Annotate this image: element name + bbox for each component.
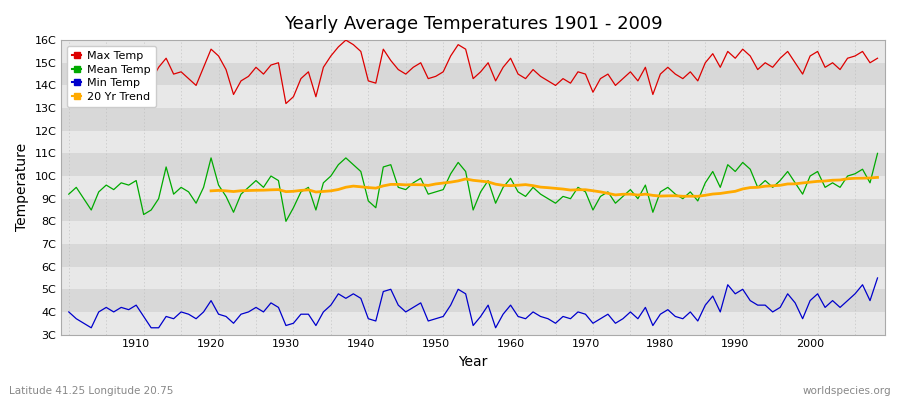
Text: Latitude 41.25 Longitude 20.75: Latitude 41.25 Longitude 20.75 bbox=[9, 386, 174, 396]
Bar bbox=[61, 63, 885, 86]
Bar bbox=[61, 312, 885, 334]
Bar bbox=[61, 176, 885, 199]
Bar bbox=[61, 108, 885, 131]
Bar bbox=[61, 40, 885, 63]
Bar bbox=[61, 289, 885, 312]
Bar bbox=[61, 199, 885, 221]
Text: worldspecies.org: worldspecies.org bbox=[803, 386, 891, 396]
Title: Yearly Average Temperatures 1901 - 2009: Yearly Average Temperatures 1901 - 2009 bbox=[284, 15, 662, 33]
Bar bbox=[61, 153, 885, 176]
Bar bbox=[61, 267, 885, 289]
Bar bbox=[61, 131, 885, 153]
Y-axis label: Temperature: Temperature bbox=[15, 143, 29, 232]
X-axis label: Year: Year bbox=[458, 355, 488, 369]
Bar bbox=[61, 86, 885, 108]
Bar bbox=[61, 221, 885, 244]
Bar bbox=[61, 244, 885, 267]
Legend: Max Temp, Mean Temp, Min Temp, 20 Yr Trend: Max Temp, Mean Temp, Min Temp, 20 Yr Tre… bbox=[67, 46, 156, 107]
